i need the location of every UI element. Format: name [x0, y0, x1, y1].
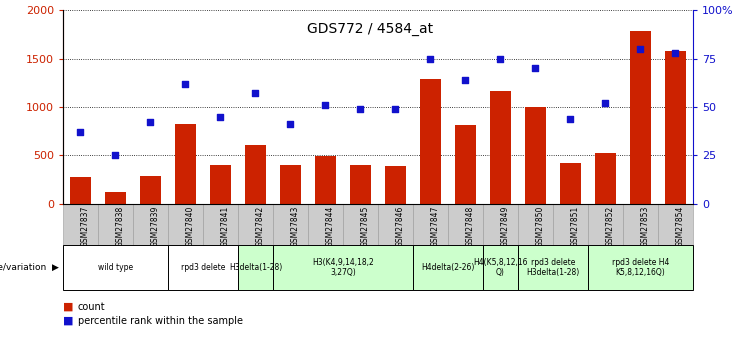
- Text: rpd3 delete: rpd3 delete: [181, 263, 225, 272]
- Text: GDS772 / 4584_at: GDS772 / 4584_at: [308, 22, 433, 37]
- Point: [494, 56, 506, 61]
- Text: GSM27840: GSM27840: [185, 206, 194, 247]
- Point: [179, 81, 191, 87]
- Bar: [238, 204, 273, 245]
- Bar: [665, 51, 686, 204]
- Bar: [560, 164, 581, 204]
- Bar: [658, 204, 693, 245]
- Text: ■: ■: [63, 302, 73, 312]
- Point: [459, 77, 471, 83]
- Point: [599, 100, 611, 106]
- Bar: [140, 176, 161, 204]
- Point: [144, 120, 156, 125]
- Point: [75, 129, 87, 135]
- Bar: [525, 107, 546, 204]
- Text: GSM27838: GSM27838: [116, 206, 124, 247]
- Bar: [553, 204, 588, 245]
- Bar: [168, 245, 238, 290]
- Bar: [238, 245, 273, 290]
- Point: [215, 114, 227, 119]
- Bar: [175, 124, 196, 204]
- Bar: [455, 125, 476, 204]
- Bar: [98, 204, 133, 245]
- Text: H3(K4,9,14,18,2
3,27Q): H3(K4,9,14,18,2 3,27Q): [312, 258, 373, 277]
- Point: [669, 50, 681, 56]
- Text: rpd3 delete H4
K5,8,12,16Q): rpd3 delete H4 K5,8,12,16Q): [611, 258, 669, 277]
- Text: H4(K5,8,12,16
Q): H4(K5,8,12,16 Q): [473, 258, 528, 277]
- Text: GSM27851: GSM27851: [571, 206, 579, 247]
- Bar: [168, 204, 203, 245]
- Text: GSM27848: GSM27848: [465, 206, 474, 247]
- Bar: [308, 204, 343, 245]
- Bar: [315, 156, 336, 204]
- Bar: [378, 204, 413, 245]
- Point: [319, 102, 331, 108]
- Bar: [280, 165, 301, 204]
- Bar: [105, 192, 126, 204]
- Bar: [420, 79, 441, 204]
- Text: GSM27853: GSM27853: [640, 206, 649, 247]
- Bar: [518, 204, 553, 245]
- Bar: [133, 204, 168, 245]
- Bar: [588, 204, 623, 245]
- Point: [285, 121, 296, 127]
- Point: [354, 106, 366, 112]
- Point: [390, 106, 402, 112]
- Bar: [273, 204, 308, 245]
- Text: GSM27844: GSM27844: [325, 206, 334, 247]
- Text: GSM27843: GSM27843: [290, 206, 299, 247]
- Text: GSM27847: GSM27847: [431, 206, 439, 247]
- Bar: [63, 204, 98, 245]
- Text: GSM27842: GSM27842: [256, 206, 265, 247]
- Point: [250, 91, 262, 96]
- Bar: [70, 177, 91, 204]
- Point: [425, 56, 436, 61]
- Bar: [483, 204, 518, 245]
- Bar: [203, 204, 238, 245]
- Bar: [245, 145, 266, 204]
- Bar: [588, 245, 693, 290]
- Bar: [210, 165, 231, 204]
- Bar: [413, 245, 483, 290]
- Point: [565, 116, 576, 121]
- Text: GSM27852: GSM27852: [605, 206, 614, 247]
- Text: ■: ■: [63, 316, 73, 326]
- Bar: [343, 204, 378, 245]
- Text: GSM27849: GSM27849: [500, 206, 509, 247]
- Text: GSM27854: GSM27854: [675, 206, 685, 247]
- Text: GSM27845: GSM27845: [360, 206, 370, 247]
- Text: GSM27837: GSM27837: [81, 206, 90, 247]
- Text: genotype/variation  ▶: genotype/variation ▶: [0, 263, 59, 272]
- Bar: [623, 204, 658, 245]
- Point: [634, 46, 646, 52]
- Bar: [595, 153, 616, 204]
- Bar: [273, 245, 413, 290]
- Bar: [350, 165, 371, 204]
- Text: count: count: [78, 302, 105, 312]
- Text: wild type: wild type: [98, 263, 133, 272]
- Point: [529, 66, 541, 71]
- Text: GSM27841: GSM27841: [221, 206, 230, 247]
- Bar: [413, 204, 448, 245]
- Text: H4delta(2-26): H4delta(2-26): [421, 263, 474, 272]
- Text: GSM27850: GSM27850: [535, 206, 545, 247]
- Text: percentile rank within the sample: percentile rank within the sample: [78, 316, 243, 326]
- Bar: [483, 245, 518, 290]
- Bar: [63, 245, 168, 290]
- Text: GSM27839: GSM27839: [150, 206, 159, 247]
- Bar: [385, 166, 406, 204]
- Point: [110, 152, 122, 158]
- Text: rpd3 delete
H3delta(1-28): rpd3 delete H3delta(1-28): [526, 258, 579, 277]
- Bar: [490, 91, 511, 204]
- Bar: [518, 245, 588, 290]
- Text: H3delta(1-28): H3delta(1-28): [229, 263, 282, 272]
- Text: GSM27846: GSM27846: [396, 206, 405, 247]
- Bar: [630, 31, 651, 204]
- Bar: [448, 204, 483, 245]
